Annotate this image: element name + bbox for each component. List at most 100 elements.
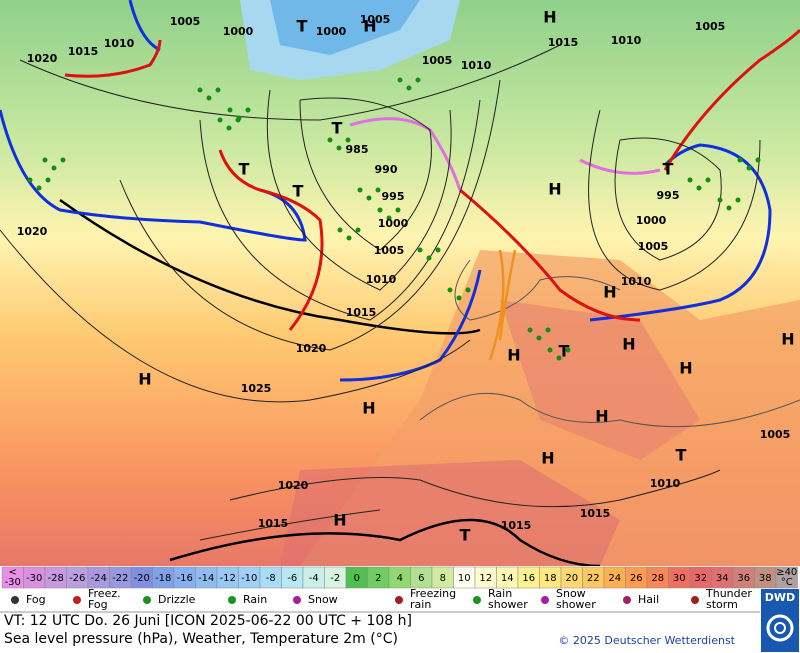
rain-symbol bbox=[226, 125, 232, 131]
colorbar-label: ≥40 bbox=[776, 567, 797, 578]
rain-symbol bbox=[735, 197, 741, 203]
isobar-label: 995 bbox=[657, 189, 680, 202]
legend-label: shower bbox=[488, 598, 528, 611]
pressure-center: T bbox=[332, 119, 343, 138]
legend-label: Hail bbox=[638, 593, 659, 606]
occluded-front bbox=[579, 158, 661, 175]
rain-symbol bbox=[337, 227, 343, 233]
colorbar-label: 22 bbox=[587, 573, 600, 584]
isobar-label: 1000 bbox=[316, 25, 347, 38]
isobar-label: 995 bbox=[382, 190, 405, 203]
isobar bbox=[266, 89, 452, 291]
rain-symbol bbox=[395, 207, 401, 213]
legend-label: Freezing bbox=[410, 587, 456, 600]
colorbar-label: 14 bbox=[501, 573, 514, 584]
colorbar-label: 36 bbox=[737, 573, 750, 584]
colorbar-label: 12 bbox=[479, 573, 492, 584]
rain-symbol bbox=[27, 177, 33, 183]
isobar-label: 1015 bbox=[580, 507, 611, 520]
legend-symbol bbox=[143, 596, 151, 604]
colorbar-label: -26 bbox=[69, 573, 85, 584]
pressure-center: T bbox=[676, 446, 687, 465]
legend-label: Fog bbox=[88, 598, 108, 611]
isobar-label: 1010 bbox=[461, 59, 492, 72]
dwd-logo-text: DWD bbox=[765, 591, 795, 604]
pressure-center: H bbox=[622, 335, 635, 354]
pressure-center: H bbox=[138, 370, 151, 389]
rain-symbol bbox=[696, 185, 702, 191]
colorbar-label: -12 bbox=[220, 573, 236, 584]
isobars bbox=[0, 44, 761, 541]
coastline bbox=[419, 392, 800, 428]
ridge-line bbox=[59, 198, 481, 335]
legend-symbol bbox=[473, 596, 481, 604]
isobar bbox=[199, 99, 481, 321]
rain-symbol bbox=[527, 327, 533, 333]
colorbar-label: -4 bbox=[309, 573, 319, 584]
pressure-center: T bbox=[559, 342, 570, 361]
pressure-center: T bbox=[663, 160, 674, 179]
colorbar-label: 8 bbox=[440, 573, 446, 584]
colorbar-label: -14 bbox=[198, 573, 214, 584]
rain-symbol bbox=[60, 157, 66, 163]
rain-symbol bbox=[465, 287, 471, 293]
isobar-label: 1000 bbox=[636, 214, 667, 227]
rain-symbol bbox=[51, 165, 57, 171]
colorbar-label: 18 bbox=[544, 573, 557, 584]
isobar-label: 1005 bbox=[760, 428, 791, 441]
isobar-label: 1015 bbox=[548, 36, 579, 49]
rain-symbol bbox=[397, 77, 403, 83]
pressure-center: H bbox=[595, 407, 608, 426]
rain-symbol bbox=[45, 177, 51, 183]
rain-symbol bbox=[357, 187, 363, 193]
rain-symbol bbox=[726, 205, 732, 211]
rain-symbol bbox=[197, 87, 203, 93]
rain-symbol bbox=[705, 177, 711, 183]
rain-symbol bbox=[456, 295, 462, 301]
colorbar-label: -20 bbox=[134, 573, 150, 584]
legend-label: rain bbox=[410, 598, 431, 611]
legend-symbol bbox=[293, 596, 301, 604]
colorbar-label: 6 bbox=[418, 573, 424, 584]
copyright: © 2025 Deutscher Wetterdienst bbox=[558, 634, 735, 647]
rain-symbol bbox=[415, 77, 421, 83]
isobar bbox=[119, 79, 501, 351]
rain-symbol bbox=[336, 145, 342, 151]
rain-symbol bbox=[687, 177, 693, 183]
colorbar-label: 4 bbox=[397, 573, 403, 584]
rain-symbol bbox=[227, 107, 233, 113]
rain-symbol bbox=[386, 215, 392, 221]
legend-label: storm bbox=[706, 598, 738, 611]
pressure-center: H bbox=[679, 359, 692, 378]
rain-symbol bbox=[426, 255, 432, 261]
colorbar-label: 26 bbox=[630, 573, 643, 584]
isobar-label: 990 bbox=[375, 163, 398, 176]
pressure-center: H bbox=[781, 330, 794, 349]
isobar-label: 1020 bbox=[296, 342, 327, 355]
rain-symbol bbox=[737, 157, 743, 163]
warm-front bbox=[459, 188, 641, 322]
legend-label: Freez. bbox=[88, 587, 121, 600]
cold-front bbox=[589, 143, 772, 322]
rain-symbol bbox=[206, 95, 212, 101]
dwd-logo-mark bbox=[766, 614, 794, 642]
colorbar-label: -6 bbox=[287, 573, 297, 584]
pressure-center: H bbox=[507, 346, 520, 365]
isobar bbox=[588, 109, 761, 291]
colorbar-label: -10 bbox=[241, 573, 257, 584]
isobar-label: 1005 bbox=[695, 20, 726, 33]
isobar-label: 1015 bbox=[68, 45, 99, 58]
legend-symbol bbox=[73, 596, 81, 604]
isobar-label: 1010 bbox=[366, 273, 397, 286]
pressure-center: H bbox=[333, 511, 346, 530]
colorbar-label: 38 bbox=[759, 573, 772, 584]
isobar bbox=[229, 469, 721, 508]
rain-symbol bbox=[327, 137, 333, 143]
rain-symbol bbox=[217, 117, 223, 123]
rain-symbol bbox=[417, 247, 423, 253]
rain-symbol bbox=[377, 207, 383, 213]
legend-label: shower bbox=[556, 598, 596, 611]
cold-front bbox=[339, 269, 482, 382]
rain-symbol bbox=[345, 137, 351, 143]
